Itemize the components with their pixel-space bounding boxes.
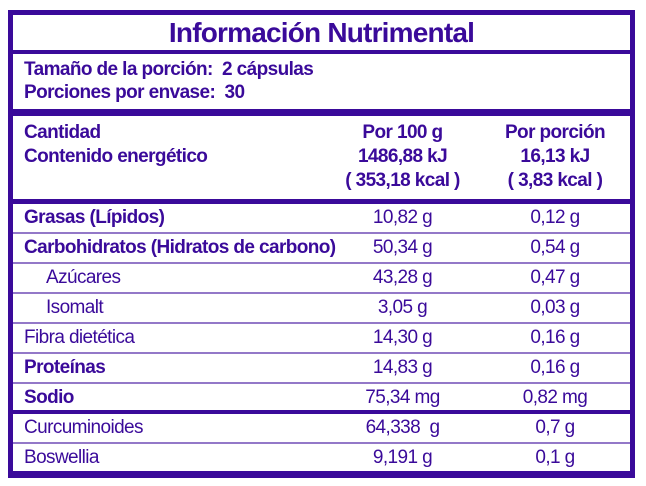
table-row-azucares: Azúcares 43,28 g 0,47 g bbox=[13, 264, 630, 294]
nutrient-rows: Grasas (Lípidos) 10,82 g 0,12 g Carbohid… bbox=[13, 204, 630, 412]
row-label: Boswellia bbox=[24, 447, 99, 468]
row-per-portion: 0,54 g bbox=[530, 237, 580, 258]
header-per-100g-column: Por 100 g 1486,88 kJ ( 353,18 kcal ) bbox=[325, 121, 480, 193]
table-header: Cantidad Contenido energético Por 100 g … bbox=[13, 116, 630, 204]
energy-per-portion-kcal: ( 3,83 kcal ) bbox=[507, 170, 603, 191]
header-per-portion: Por porción bbox=[504, 122, 606, 143]
row-label: Proteínas bbox=[24, 357, 106, 378]
row-per-100g: 50,34 g bbox=[372, 237, 433, 258]
serving-size-line: Tamaño de la porción: 2 cápsulas bbox=[24, 59, 314, 80]
label-frame: Información Nutrimental Tamaño de la por… bbox=[8, 10, 635, 478]
table-row-proteinas: Proteínas 14,83 g 0,16 g bbox=[13, 354, 630, 384]
serving-section: Tamaño de la porción: 2 cápsulas Porcion… bbox=[13, 54, 630, 116]
row-label: Fibra dietética bbox=[24, 327, 135, 348]
row-per-100g: 64,338 g bbox=[365, 417, 440, 438]
row-per-100g: 10,82 g bbox=[372, 207, 433, 228]
section-divider bbox=[13, 410, 630, 414]
row-per-portion: 0,47 g bbox=[530, 267, 580, 288]
row-per-100g: 14,83 g bbox=[372, 357, 433, 378]
row-per-portion: 0,16 g bbox=[530, 327, 580, 348]
row-per-portion: 0,03 g bbox=[530, 297, 580, 318]
row-per-portion: 0,12 g bbox=[530, 207, 580, 228]
table-row-boswellia: Boswellia 9,191 g 0,1 g bbox=[13, 444, 630, 472]
header-amount-column: Cantidad Contenido energético bbox=[13, 121, 325, 169]
botanical-rows: Curcuminoides 64,338 g 0,7 g Boswellia 9… bbox=[13, 414, 630, 472]
label-title: Información Nutrimental bbox=[168, 16, 475, 48]
table-row-carbohidratos: Carbohidratos (Hidratos de carbono) 50,3… bbox=[13, 234, 630, 264]
energy-per-100g-kcal: ( 353,18 kcal ) bbox=[345, 170, 460, 191]
table-row-sodio: Sodio 75,34 mg 0,82 mg bbox=[13, 384, 630, 412]
energy-per-portion-kj: 16,13 kJ bbox=[520, 146, 590, 167]
header-per-portion-column: Por porción 16,13 kJ ( 3,83 kcal ) bbox=[480, 121, 630, 193]
table-row-isomalt: Isomalt 3,05 g 0,03 g bbox=[13, 294, 630, 324]
energy-per-100g-kj: 1486,88 kJ bbox=[357, 146, 448, 167]
row-label: Isomalt bbox=[46, 297, 104, 318]
table-row-curcuminoides: Curcuminoides 64,338 g 0,7 g bbox=[13, 414, 630, 444]
row-label: Carbohidratos (Hidratos de carbono) bbox=[24, 237, 336, 258]
servings-per-container-line: Porciones por envase: 30 bbox=[24, 82, 245, 103]
table-row-fibra: Fibra dietética 14,30 g 0,16 g bbox=[13, 324, 630, 354]
row-per-portion: 0,1 g bbox=[535, 447, 575, 468]
row-label: Curcuminoides bbox=[24, 417, 144, 438]
row-per-100g: 9,191 g bbox=[372, 447, 433, 468]
header-contenido-energetico: Contenido energético bbox=[24, 146, 208, 167]
row-per-portion: 0,7 g bbox=[535, 417, 575, 438]
title-section: Información Nutrimental bbox=[13, 15, 630, 54]
table-row-grasas: Grasas (Lípidos) 10,82 g 0,12 g bbox=[13, 204, 630, 234]
header-per-100g: Por 100 g bbox=[362, 122, 443, 143]
row-per-100g: 43,28 g bbox=[372, 267, 433, 288]
row-label: Azúcares bbox=[46, 267, 121, 288]
header-cantidad: Cantidad bbox=[24, 122, 101, 143]
row-per-100g: 14,30 g bbox=[372, 327, 433, 348]
row-per-portion: 0,16 g bbox=[530, 357, 580, 378]
row-per-100g: 75,34 mg bbox=[365, 387, 440, 408]
row-label: Grasas (Lípidos) bbox=[24, 207, 165, 228]
row-per-100g: 3,05 g bbox=[377, 297, 428, 318]
row-label: Sodio bbox=[24, 387, 74, 408]
row-per-portion: 0,82 mg bbox=[522, 387, 588, 408]
